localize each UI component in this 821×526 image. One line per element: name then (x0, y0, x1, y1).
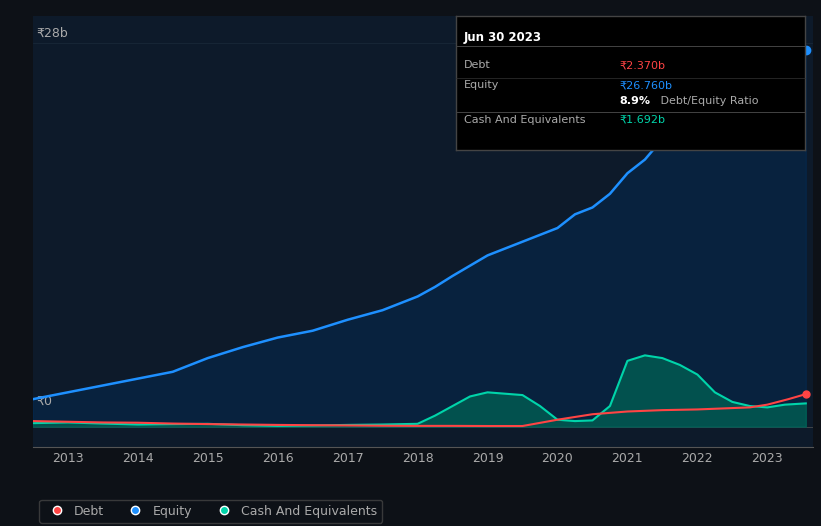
Text: Debt: Debt (464, 60, 491, 70)
Text: ₹1.692b: ₹1.692b (620, 115, 666, 125)
Text: ₹2.370b: ₹2.370b (620, 60, 666, 70)
Text: Debt/Equity Ratio: Debt/Equity Ratio (657, 96, 759, 106)
Text: ₹0: ₹0 (37, 395, 53, 408)
Text: ₹28b: ₹28b (37, 27, 68, 39)
Text: Equity: Equity (464, 80, 499, 90)
Legend: Debt, Equity, Cash And Equivalents: Debt, Equity, Cash And Equivalents (39, 500, 383, 523)
Text: 8.9%: 8.9% (620, 96, 651, 106)
Text: ₹26.760b: ₹26.760b (620, 80, 673, 90)
Text: Cash And Equivalents: Cash And Equivalents (464, 115, 585, 125)
Text: Jun 30 2023: Jun 30 2023 (464, 31, 542, 44)
